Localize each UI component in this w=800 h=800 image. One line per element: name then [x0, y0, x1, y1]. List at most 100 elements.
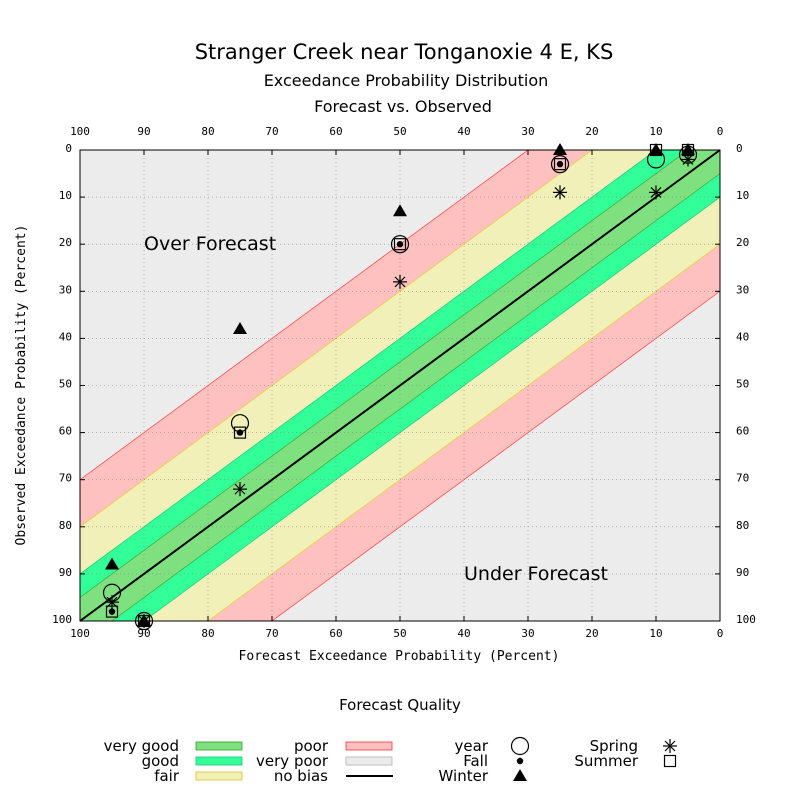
y-tick-label-right: 70: [736, 472, 749, 485]
x-tick-label-bottom: 70: [265, 627, 278, 640]
data-point-summer: [105, 605, 119, 618]
marker-shape: [233, 321, 247, 334]
over-forecast-label: Over Forecast: [144, 233, 276, 255]
y-tick-label-right: 30: [736, 283, 749, 296]
data-point-summer: [233, 426, 247, 439]
y-tick-label-right: 90: [736, 566, 749, 579]
marker-shape: [649, 143, 663, 155]
x-tick-label-bottom: 80: [201, 627, 214, 640]
x-tick-label-top: 90: [137, 125, 150, 138]
data-point-fall: [108, 608, 116, 615]
data-point-spring: [233, 482, 247, 497]
legend-label-very-poor: very poor: [256, 752, 329, 770]
x-tick-label-bottom: 100: [70, 627, 90, 640]
data-point-spring: [137, 614, 151, 628]
marker-shape: [513, 769, 527, 781]
marker-shape: [510, 736, 530, 756]
y-tick-label-right: 50: [736, 378, 749, 391]
legend-swatch-very-poor: [345, 756, 393, 766]
data-point-spring: [393, 274, 407, 289]
marker-shape: [550, 155, 570, 174]
marker-shape: [649, 143, 663, 157]
marker-shape: [105, 605, 119, 618]
data-point-summer: [137, 614, 151, 628]
chart-subtitle-2: Forecast vs. Observed: [314, 97, 492, 116]
marker-shape: [393, 204, 407, 217]
legend-label-no-bias: no bias: [274, 767, 328, 785]
marker-shape: [108, 608, 116, 615]
data-point-winter: [681, 143, 695, 155]
marker-shape: [134, 611, 154, 631]
legend-label-fair: fair: [154, 767, 180, 785]
x-tick-label-bottom: 20: [585, 627, 598, 640]
x-tick-label-top: 60: [329, 125, 342, 138]
y-tick-label-left: 0: [65, 142, 72, 155]
x-tick-label-top: 30: [521, 125, 534, 138]
marker-shape: [105, 557, 119, 570]
y-tick-label-left: 10: [59, 189, 72, 202]
data-point-year: [134, 611, 154, 631]
grid-lines: [80, 150, 720, 621]
marker-shape: [681, 143, 695, 155]
marker-shape: [233, 426, 247, 439]
x-tick-label-bottom: 60: [329, 627, 342, 640]
marker-shape: [236, 429, 244, 436]
data-point-summer: [553, 158, 567, 171]
legend-label-good: good: [142, 752, 179, 770]
y-tick-label-right: 100: [736, 613, 756, 626]
legend-swatch-poor: [345, 741, 393, 751]
y-axis-label: Observed Exceedance Probability (Percent…: [14, 225, 29, 546]
data-point-year: [550, 155, 570, 174]
legend-label-winter: Winter: [439, 767, 489, 785]
legend-marker-year: [510, 736, 530, 756]
legend-label-poor: poor: [294, 737, 329, 755]
legend-marker-winter: [513, 769, 527, 781]
x-tick-label-bottom: 40: [457, 627, 470, 640]
x-tick-label-top: 40: [457, 125, 470, 138]
legend-label-spring: Spring: [590, 737, 638, 755]
x-tick-label-top: 0: [717, 125, 724, 138]
legend-marker-spring: [663, 739, 677, 753]
chart-title: Stranger Creek near Tonganoxie 4 E, KS: [195, 40, 614, 64]
y-tick-label-left: 50: [59, 378, 72, 391]
x-tick-label-top: 50: [393, 125, 406, 138]
data-point-fall: [396, 241, 404, 248]
data-point-summer: [681, 143, 695, 157]
x-tick-label-bottom: 10: [649, 627, 662, 640]
y-tick-label-left: 100: [52, 613, 72, 626]
marker-shape: [390, 235, 410, 254]
chart-subtitle-1: Exceedance Probability Distribution: [264, 71, 549, 90]
data-point-winter: [393, 204, 407, 217]
no-bias-line: [79, 149, 721, 622]
data-point-year: [390, 235, 410, 254]
data-point-winter: [233, 321, 247, 334]
y-tick-label-left: 30: [59, 283, 72, 296]
y-tick-label-right: 40: [736, 330, 749, 343]
y-tick-label-left: 80: [59, 519, 72, 532]
data-point-fall: [236, 429, 244, 436]
y-tick-label-right: 20: [736, 236, 749, 249]
legend-label-very-good: very good: [104, 737, 179, 755]
y-tick-label-left: 60: [59, 425, 72, 438]
x-tick-label-top: 80: [201, 125, 214, 138]
x-tick-label-bottom: 30: [521, 627, 534, 640]
legend-marker-fall: [516, 757, 524, 765]
legend-swatch-good: [195, 756, 243, 766]
data-points: [102, 143, 698, 631]
y-tick-label-right: 10: [736, 189, 749, 202]
legend-swatch-very-good: [195, 741, 243, 751]
y-tick-label-right: 0: [736, 142, 743, 155]
x-tick-label-top: 10: [649, 125, 662, 138]
y-tick-label-left: 70: [59, 472, 72, 485]
data-point-summer: [649, 143, 663, 157]
marker-shape: [393, 238, 407, 251]
x-tick-label-bottom: 50: [393, 627, 406, 640]
data-point-winter: [649, 143, 663, 155]
marker-shape: [553, 158, 567, 171]
x-axis-label: Forecast Exceedance Probability (Percent…: [239, 649, 560, 664]
legend-label-summer: Summer: [574, 752, 638, 770]
